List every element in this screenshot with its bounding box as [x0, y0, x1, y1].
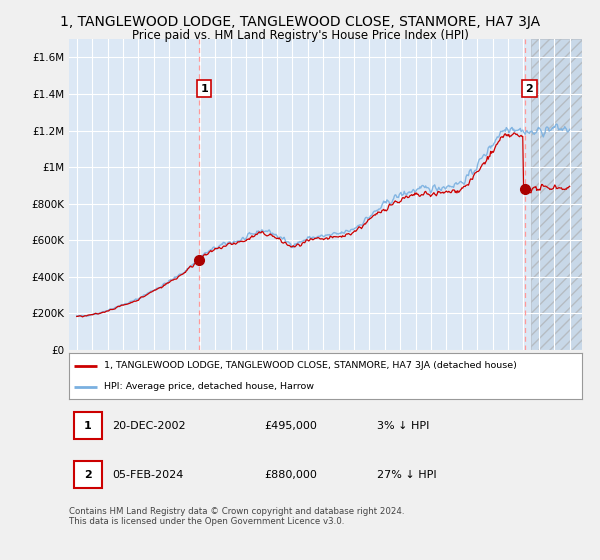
- Text: 2: 2: [526, 83, 533, 94]
- Text: Contains HM Land Registry data © Crown copyright and database right 2024.
This d: Contains HM Land Registry data © Crown c…: [69, 507, 404, 526]
- Text: 2: 2: [84, 470, 92, 480]
- Text: £495,000: £495,000: [264, 421, 317, 431]
- Text: 1: 1: [200, 83, 208, 94]
- FancyBboxPatch shape: [74, 461, 103, 488]
- Text: 20-DEC-2002: 20-DEC-2002: [113, 421, 186, 431]
- Text: 3% ↓ HPI: 3% ↓ HPI: [377, 421, 429, 431]
- Text: 1: 1: [84, 421, 92, 431]
- Text: 05-FEB-2024: 05-FEB-2024: [113, 470, 184, 480]
- Text: HPI: Average price, detached house, Harrow: HPI: Average price, detached house, Harr…: [104, 382, 314, 391]
- FancyBboxPatch shape: [74, 412, 103, 440]
- Text: 27% ↓ HPI: 27% ↓ HPI: [377, 470, 436, 480]
- Text: 1, TANGLEWOOD LODGE, TANGLEWOOD CLOSE, STANMORE, HA7 3JA: 1, TANGLEWOOD LODGE, TANGLEWOOD CLOSE, S…: [60, 15, 540, 29]
- Text: 1, TANGLEWOOD LODGE, TANGLEWOOD CLOSE, STANMORE, HA7 3JA (detached house): 1, TANGLEWOOD LODGE, TANGLEWOOD CLOSE, S…: [104, 361, 517, 370]
- Bar: [531, 39, 585, 350]
- Text: £880,000: £880,000: [264, 470, 317, 480]
- Text: Price paid vs. HM Land Registry's House Price Index (HPI): Price paid vs. HM Land Registry's House …: [131, 29, 469, 42]
